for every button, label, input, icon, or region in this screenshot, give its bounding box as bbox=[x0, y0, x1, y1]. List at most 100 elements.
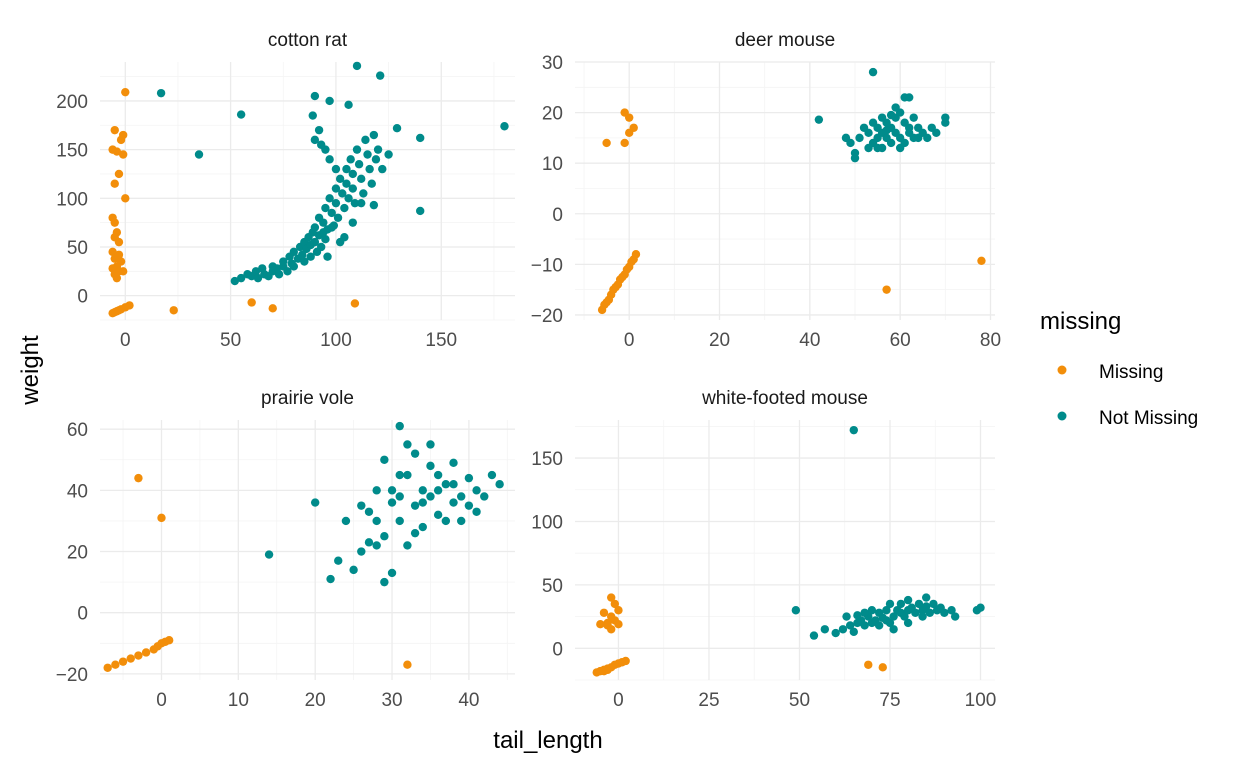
data-point bbox=[426, 461, 435, 471]
data-point bbox=[126, 654, 135, 663]
data-point bbox=[310, 223, 320, 232]
facet-panel: 0 20 40 60 80 −20 −10 0 10 20 30 deer mouse bbox=[531, 30, 1001, 351]
data-point bbox=[922, 593, 931, 602]
data-point bbox=[433, 486, 443, 495]
data-point bbox=[164, 636, 174, 645]
data-point bbox=[403, 541, 412, 550]
data-point bbox=[369, 130, 379, 140]
data-point bbox=[873, 143, 882, 153]
facet-title: white-footed mouse bbox=[701, 388, 868, 409]
data-point bbox=[264, 550, 274, 559]
data-point bbox=[403, 660, 412, 669]
data-point bbox=[410, 528, 420, 538]
data-point bbox=[274, 270, 284, 279]
data-point bbox=[357, 198, 366, 208]
x-tick-label: 30 bbox=[381, 690, 402, 711]
data-point bbox=[372, 541, 381, 550]
data-point bbox=[110, 218, 119, 227]
x-tick-label: 0 bbox=[613, 690, 624, 711]
facet-panel: 0 10 20 30 40 −20 0 20 40 60 prairie vole bbox=[56, 388, 515, 711]
data-point bbox=[310, 498, 320, 507]
data-point bbox=[350, 198, 360, 208]
data-point bbox=[348, 184, 357, 193]
y-tick-label: 60 bbox=[67, 420, 88, 441]
x-tick-label: 40 bbox=[458, 690, 479, 711]
data-point bbox=[114, 169, 124, 179]
data-point bbox=[279, 257, 288, 266]
data-point bbox=[895, 143, 905, 153]
data-point bbox=[602, 138, 611, 148]
data-point bbox=[487, 470, 497, 480]
data-point bbox=[110, 125, 119, 135]
data-point bbox=[464, 473, 474, 483]
data-point bbox=[110, 254, 119, 263]
data-point bbox=[350, 299, 360, 308]
data-point bbox=[922, 602, 931, 611]
data-point bbox=[932, 128, 941, 138]
series-not-missing bbox=[156, 61, 509, 286]
data-point bbox=[914, 599, 924, 609]
y-tick-label: 150 bbox=[56, 141, 88, 162]
y-tick-label: 0 bbox=[77, 604, 88, 625]
data-point bbox=[118, 150, 128, 159]
y-tick-label: 20 bbox=[542, 104, 563, 125]
y-tick-label: 50 bbox=[67, 238, 88, 259]
data-point bbox=[114, 306, 124, 315]
data-point bbox=[977, 256, 986, 266]
data-point bbox=[111, 660, 120, 669]
data-point bbox=[845, 621, 855, 630]
data-point bbox=[325, 155, 334, 164]
data-point bbox=[125, 301, 134, 310]
data-point bbox=[947, 606, 956, 615]
legend-label: Missing bbox=[1099, 362, 1163, 383]
data-point bbox=[864, 128, 873, 138]
data-point bbox=[395, 516, 404, 526]
data-point bbox=[283, 267, 292, 276]
data-point bbox=[110, 179, 119, 188]
series-missing bbox=[108, 87, 360, 318]
facet-panel: 0 25 50 75 100 0 50 100 150 white-footed mouse bbox=[531, 388, 996, 711]
data-point bbox=[316, 242, 326, 252]
data-point bbox=[372, 516, 381, 526]
data-point bbox=[853, 611, 862, 620]
data-point bbox=[882, 126, 891, 135]
legend-key-dot bbox=[1057, 365, 1067, 375]
data-point bbox=[387, 486, 397, 495]
y-tick-label: 0 bbox=[552, 205, 563, 226]
data-point bbox=[236, 110, 246, 119]
data-point bbox=[157, 513, 166, 523]
y-tick-label: 0 bbox=[552, 639, 563, 660]
data-point bbox=[344, 100, 353, 110]
data-point bbox=[340, 203, 349, 213]
data-point bbox=[900, 612, 909, 621]
data-point bbox=[134, 473, 143, 483]
data-point bbox=[457, 492, 466, 501]
data-point bbox=[361, 135, 370, 145]
data-point bbox=[298, 250, 307, 259]
x-tick-label: 20 bbox=[709, 330, 730, 351]
data-point bbox=[338, 189, 347, 198]
data-point bbox=[378, 164, 387, 174]
y-tick-label: 50 bbox=[542, 576, 563, 597]
data-point bbox=[416, 206, 425, 216]
data-point bbox=[925, 608, 935, 617]
data-point bbox=[121, 194, 130, 203]
x-tick-label: 50 bbox=[220, 330, 241, 351]
data-point bbox=[114, 237, 124, 247]
y-tick-label: 10 bbox=[542, 154, 563, 175]
data-point bbox=[319, 228, 328, 237]
data-point bbox=[621, 656, 630, 666]
data-point bbox=[375, 71, 385, 80]
data-point bbox=[860, 621, 869, 630]
data-point bbox=[169, 306, 178, 315]
data-point bbox=[868, 67, 878, 77]
data-point bbox=[849, 627, 858, 637]
data-point bbox=[349, 565, 358, 575]
data-point bbox=[373, 145, 383, 154]
data-point bbox=[791, 606, 801, 615]
x-axis-title: tail_length bbox=[493, 727, 602, 754]
data-point bbox=[327, 223, 336, 232]
data-point bbox=[449, 458, 458, 468]
